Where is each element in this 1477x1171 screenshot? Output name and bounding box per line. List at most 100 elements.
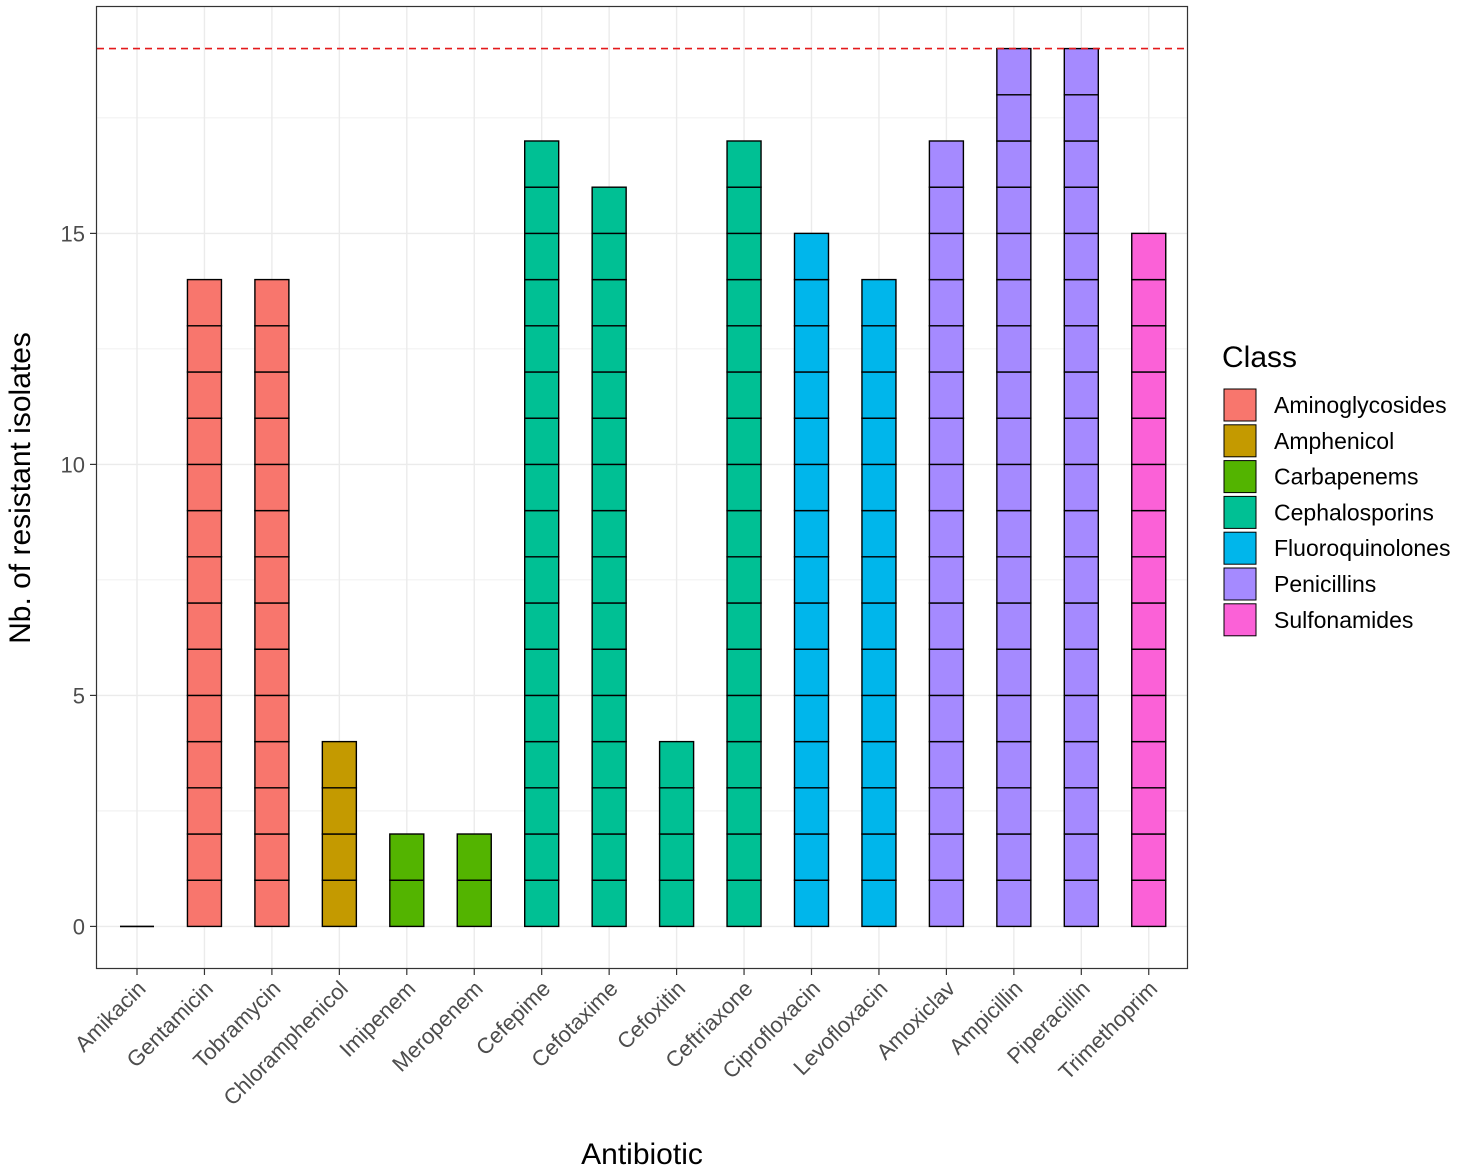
bar-unit-block (254, 787, 290, 835)
bar-unit-block (726, 232, 762, 281)
bar-unit-block (591, 694, 627, 743)
bar-unit-block (928, 186, 965, 235)
bar-unit-block (996, 602, 1032, 650)
bar-unit-block (996, 463, 1032, 512)
bar-unit-block (861, 509, 897, 558)
bar-unit-block (996, 371, 1032, 419)
bar-unit-block (793, 556, 830, 604)
bar-unit-block (861, 879, 897, 928)
y-tick-label: 5 (73, 683, 85, 708)
bar-unit-block (996, 186, 1032, 235)
bar-unit-block (186, 278, 223, 327)
bar-unit-block (726, 186, 762, 235)
bar-trimethoprim (1131, 232, 1167, 928)
bar-unit-block (524, 509, 560, 558)
legend-label: Aminoglycosides (1274, 392, 1447, 418)
bar-unit-block (658, 879, 695, 928)
bar-unit-block (254, 463, 290, 512)
bar-unit-block (1131, 232, 1167, 281)
bar-unit-block (726, 694, 762, 743)
bar-unit-block (591, 787, 627, 835)
bar-unit-block (591, 417, 627, 466)
bar-unit-block (254, 648, 290, 697)
bar-unit-block (928, 648, 965, 697)
bar-unit-block (726, 833, 762, 881)
bar-unit-block (726, 371, 762, 419)
bar-unit-block (1131, 417, 1167, 466)
bar-unit-block (456, 833, 492, 881)
bar-unit-block (524, 556, 560, 604)
legend-swatch (1223, 495, 1257, 529)
bar-unit-block (591, 740, 627, 789)
bar-unit-block (524, 787, 560, 835)
bar-unit-block (254, 371, 290, 419)
bar-unit-block (1131, 602, 1167, 650)
bar-unit-block (928, 556, 965, 604)
bar-unit-block (928, 463, 965, 512)
bar-unit-block (726, 325, 762, 373)
bar-cefoxitin (658, 740, 695, 928)
bar-unit-block (1063, 509, 1100, 558)
bar-unit-block (524, 417, 560, 466)
bar-gentamicin (186, 278, 223, 928)
bar-ciprofloxacin (793, 232, 830, 928)
legend-swatch (1223, 388, 1257, 422)
bar-unit-block (1063, 371, 1100, 419)
bar-unit-block (1063, 463, 1100, 512)
bar-unit-block (658, 740, 695, 789)
bar-unit-block (186, 417, 223, 466)
bar-unit-block (793, 509, 830, 558)
bar-unit-block (456, 879, 492, 928)
bar-unit-block (1131, 325, 1167, 373)
bar-meropenem (456, 833, 492, 928)
bar-unit-block (591, 371, 627, 419)
bar-unit-block (928, 417, 965, 466)
bar-unit-block (726, 787, 762, 835)
bar-unit-block (186, 602, 223, 650)
bar-unit-block (254, 740, 290, 789)
y-tick-label: 10 (61, 452, 85, 477)
legend: Class Aminoglycosides Amphenicol Carbapene… (1222, 341, 1450, 637)
bar-unit-block (793, 648, 830, 697)
bar-unit-block (1131, 509, 1167, 558)
bars (120, 47, 1167, 928)
bar-unit-block (591, 325, 627, 373)
y-tick-label: 15 (61, 221, 85, 246)
bar-unit-block (996, 509, 1032, 558)
bar-unit-block (996, 787, 1032, 835)
bar-unit-block (861, 833, 897, 881)
bar-unit-block (1063, 879, 1100, 928)
bar-unit-block (254, 833, 290, 881)
bar-unit-block (389, 879, 425, 928)
y-axis-title: Nb. of resistant isolates (4, 332, 37, 644)
bar-unit-block (726, 509, 762, 558)
bar-unit-block (1131, 879, 1167, 928)
bar-unit-block (1131, 463, 1167, 512)
bar-unit-block (1063, 232, 1100, 281)
bar-unit-block (591, 602, 627, 650)
bar-unit-block (1063, 94, 1100, 142)
bar-tobramycin (254, 278, 290, 928)
bar-unit-block (186, 787, 223, 835)
legend-label: Sulfonamides (1274, 607, 1413, 633)
bar-unit-block (996, 325, 1032, 373)
legend-swatch (1223, 424, 1257, 458)
bar-unit-block (1063, 140, 1100, 188)
bar-unit-block (254, 879, 290, 928)
bar-unit-block (928, 879, 965, 928)
bar-unit-block (928, 278, 965, 327)
bar-unit-block (321, 879, 358, 928)
bar-unit-block (726, 740, 762, 789)
bar-unit-block (861, 417, 897, 466)
bar-unit-block (1063, 648, 1100, 697)
bar-unit-block (928, 509, 965, 558)
legend-swatch (1223, 531, 1257, 565)
bar-unit-block (321, 787, 358, 835)
bar-unit-block (524, 879, 560, 928)
bar-unit-block (1063, 417, 1100, 466)
bar-unit-block (996, 833, 1032, 881)
bar-imipenem (389, 833, 425, 928)
bar-unit-block (996, 417, 1032, 466)
bar-unit-block (928, 232, 965, 281)
